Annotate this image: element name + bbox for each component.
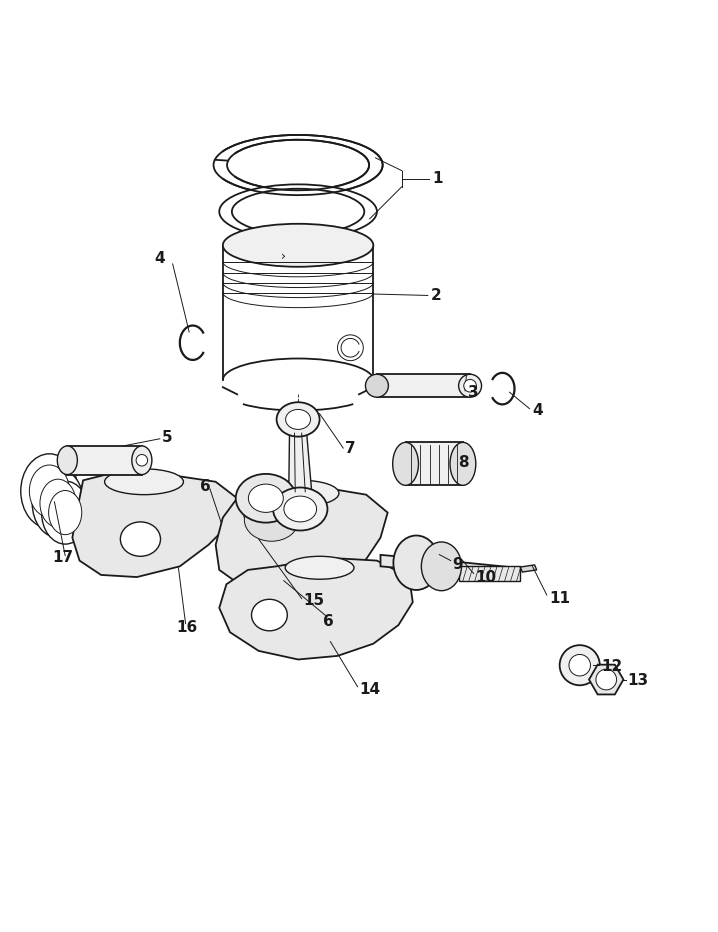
Polygon shape [521,565,537,572]
Text: 15: 15 [303,594,325,609]
Ellipse shape [337,335,363,361]
Ellipse shape [421,542,462,591]
Text: ›: › [281,250,286,263]
Ellipse shape [223,224,373,267]
Ellipse shape [213,135,383,195]
Ellipse shape [42,481,89,544]
Text: 13: 13 [627,674,648,689]
Text: 1: 1 [433,171,443,186]
Polygon shape [460,567,521,581]
Ellipse shape [232,188,364,235]
Ellipse shape [559,645,600,685]
Ellipse shape [236,473,296,523]
Text: 8: 8 [458,455,469,470]
Ellipse shape [596,669,617,690]
Text: 9: 9 [452,557,463,572]
Ellipse shape [276,403,320,436]
Ellipse shape [227,140,369,190]
Polygon shape [219,557,413,660]
Ellipse shape [248,484,284,513]
Ellipse shape [49,490,82,535]
Text: 5: 5 [162,430,172,445]
Text: 10: 10 [476,570,497,585]
Ellipse shape [29,465,70,517]
Text: 6: 6 [200,478,210,494]
Ellipse shape [285,556,354,579]
Ellipse shape [57,445,78,474]
Polygon shape [73,473,237,577]
Ellipse shape [284,496,317,522]
Ellipse shape [365,375,388,397]
Text: 7: 7 [345,441,356,456]
Ellipse shape [21,454,78,528]
Polygon shape [381,555,517,579]
Ellipse shape [32,469,84,538]
Text: 2: 2 [431,288,442,303]
Ellipse shape [105,469,183,495]
Polygon shape [289,433,312,492]
Polygon shape [215,487,388,592]
Ellipse shape [251,599,287,631]
Text: 4: 4 [533,404,543,418]
Ellipse shape [450,443,476,486]
Polygon shape [67,445,142,474]
Ellipse shape [273,487,327,530]
Ellipse shape [393,443,419,486]
Polygon shape [589,665,623,694]
Text: 3: 3 [468,386,479,401]
Ellipse shape [244,499,299,541]
Polygon shape [406,443,463,486]
Ellipse shape [464,379,476,392]
Ellipse shape [569,654,590,676]
Ellipse shape [393,536,439,590]
Text: 6: 6 [323,614,334,629]
Ellipse shape [243,487,300,533]
Ellipse shape [121,522,161,556]
Ellipse shape [40,479,76,528]
Ellipse shape [459,375,482,397]
Polygon shape [377,375,470,397]
Ellipse shape [136,455,148,466]
Ellipse shape [132,445,152,474]
Text: 14: 14 [359,682,380,697]
Text: 11: 11 [549,591,570,606]
Text: 4: 4 [155,251,165,266]
Ellipse shape [264,480,339,506]
Text: 17: 17 [52,550,73,565]
Ellipse shape [219,185,377,239]
Ellipse shape [286,409,311,430]
Text: 16: 16 [176,620,197,635]
Text: 12: 12 [601,659,623,674]
